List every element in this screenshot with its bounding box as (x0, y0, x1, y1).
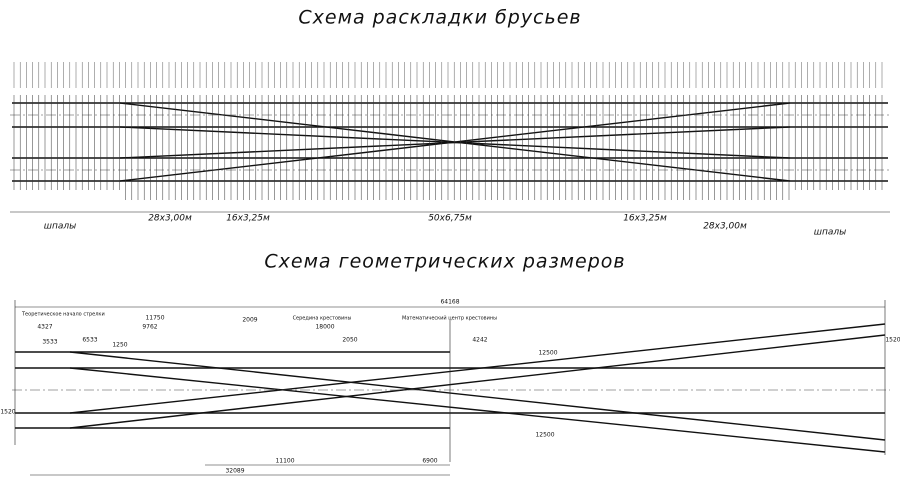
segment-label: 16х3,25м (226, 214, 270, 224)
dimension: 4327 (37, 324, 52, 331)
segment-label: 50х6,75м (428, 214, 472, 224)
dimension: 1250 (112, 342, 127, 349)
segment-label: 28х3,00м (703, 222, 747, 232)
note: Математический центр крестовины (402, 315, 497, 322)
title: Схема раскладки брусьев (298, 7, 581, 29)
dimension: 12500 (538, 350, 557, 357)
dimension: 1520 (0, 409, 15, 416)
dimension: 64168 (440, 299, 459, 306)
lower-tracks (12, 300, 890, 476)
dimension: 11750 (145, 315, 164, 322)
dimension: 12500 (535, 432, 554, 439)
segment-label: шпалы (814, 228, 847, 238)
dimension: 11100 (275, 458, 294, 465)
dimension: 1520 (885, 337, 900, 344)
dimension: 9762 (142, 324, 157, 331)
dimension: 32089 (225, 468, 244, 475)
dimension: 18000 (315, 324, 334, 331)
dimension: 2050 (342, 337, 357, 344)
segment-label: 28х3,00м (148, 214, 192, 224)
note: Теоретическое начало стрелки (21, 312, 105, 318)
ties (13, 62, 883, 200)
dimension: 6900 (422, 458, 437, 465)
dimension: 2009 (242, 317, 257, 324)
upper-tracks (10, 102, 890, 213)
segment-label: шпалы (44, 222, 77, 232)
dimension: 6533 (82, 337, 97, 344)
dimension: 4242 (472, 337, 487, 344)
segment-label: 16х3,25м (623, 214, 667, 224)
dimension: 3533 (42, 339, 57, 346)
note: Середина крестовины (293, 316, 352, 322)
title: Схема геометрических размеров (264, 251, 625, 273)
